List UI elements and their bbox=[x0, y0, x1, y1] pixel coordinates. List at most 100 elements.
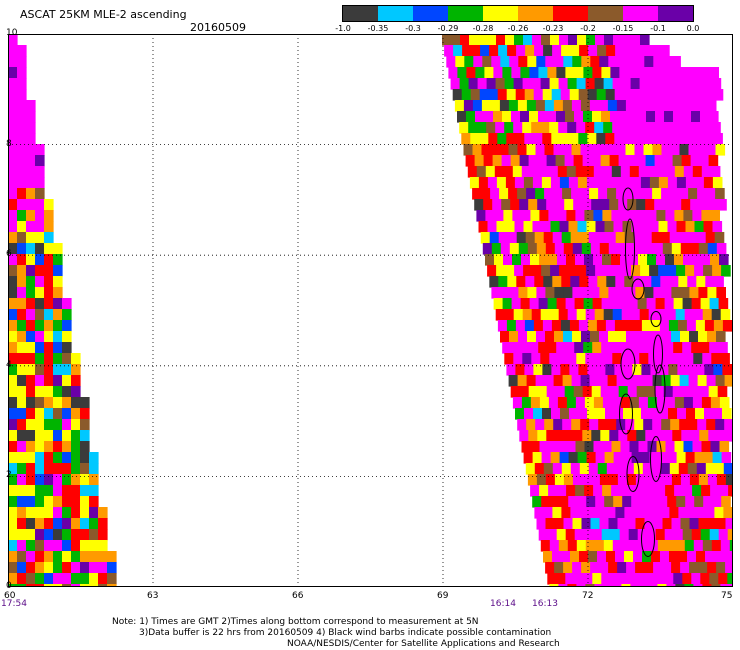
data-cell bbox=[35, 309, 45, 321]
data-cell bbox=[722, 320, 733, 332]
data-cell bbox=[558, 540, 569, 552]
data-cell bbox=[582, 386, 593, 398]
data-cell bbox=[611, 441, 622, 453]
data-cell bbox=[691, 529, 702, 541]
data-cell bbox=[598, 100, 609, 112]
data-cell bbox=[603, 309, 614, 321]
data-cell bbox=[17, 144, 27, 156]
data-cell bbox=[677, 89, 688, 101]
data-cell bbox=[487, 265, 497, 277]
data-cell bbox=[531, 309, 542, 321]
data-cell bbox=[689, 287, 699, 299]
data-cell bbox=[26, 485, 36, 497]
data-cell bbox=[635, 518, 646, 530]
data-cell bbox=[644, 562, 654, 574]
data-cell bbox=[632, 133, 642, 145]
data-cell bbox=[508, 100, 519, 112]
data-cell bbox=[529, 342, 539, 354]
data-cell bbox=[624, 551, 634, 563]
time-label: 16:13 bbox=[532, 599, 558, 609]
data-cell bbox=[564, 155, 575, 167]
data-cell bbox=[563, 243, 574, 255]
time-label: 17:54 bbox=[1, 599, 27, 609]
data-cell bbox=[677, 133, 687, 145]
data-cell bbox=[474, 199, 484, 211]
data-cell bbox=[679, 188, 689, 200]
data-cell bbox=[664, 67, 674, 79]
data-cell bbox=[515, 89, 526, 101]
data-cell bbox=[705, 507, 715, 519]
data-cells bbox=[8, 34, 740, 596]
data-cell bbox=[538, 529, 549, 541]
data-cell bbox=[707, 562, 717, 574]
data-cell bbox=[35, 320, 45, 332]
data-cell bbox=[26, 529, 36, 541]
data-cell bbox=[26, 276, 36, 288]
data-cell bbox=[717, 199, 727, 211]
data-cell bbox=[622, 452, 633, 464]
data-cell bbox=[551, 89, 562, 101]
data-cell bbox=[62, 452, 72, 464]
data-cell bbox=[521, 441, 532, 453]
data-cell bbox=[533, 89, 544, 101]
data-cell bbox=[625, 188, 635, 200]
data-cell bbox=[644, 56, 654, 68]
data-cell bbox=[682, 67, 692, 79]
data-cell bbox=[53, 441, 63, 453]
data-cell bbox=[62, 364, 72, 376]
data-cell bbox=[8, 485, 18, 497]
data-cell bbox=[17, 287, 27, 299]
data-cell bbox=[536, 474, 547, 486]
data-cell bbox=[654, 155, 665, 167]
data-cell bbox=[508, 375, 519, 387]
data-cell bbox=[675, 78, 686, 90]
data-cell bbox=[698, 243, 709, 255]
data-cell bbox=[558, 353, 568, 365]
data-cell bbox=[26, 243, 36, 255]
data-cell bbox=[611, 166, 622, 178]
data-cell bbox=[44, 562, 54, 574]
data-cell bbox=[533, 320, 544, 332]
data-cell bbox=[684, 309, 695, 321]
data-cell bbox=[672, 199, 682, 211]
data-cell bbox=[498, 276, 508, 288]
data-cell bbox=[572, 474, 583, 486]
data-cell bbox=[485, 166, 496, 178]
data-cell bbox=[583, 298, 594, 310]
data-cell bbox=[653, 518, 664, 530]
data-cell bbox=[608, 518, 619, 530]
data-cell bbox=[689, 331, 699, 343]
data-cell bbox=[669, 463, 680, 475]
data-cell bbox=[606, 45, 616, 57]
data-cell bbox=[627, 386, 638, 398]
data-cell bbox=[610, 111, 620, 123]
data-cell bbox=[600, 430, 610, 442]
data-cell bbox=[617, 518, 628, 530]
data-cell bbox=[89, 507, 99, 519]
data-cell bbox=[556, 573, 566, 585]
data-cell bbox=[686, 320, 697, 332]
data-cell bbox=[44, 320, 54, 332]
data-cell bbox=[597, 507, 607, 519]
data-cell bbox=[569, 408, 579, 420]
data-cell bbox=[605, 133, 615, 145]
data-cell bbox=[44, 419, 54, 431]
data-cell bbox=[537, 430, 547, 442]
data-cell bbox=[502, 298, 513, 310]
data-cell bbox=[26, 232, 36, 244]
data-cell bbox=[681, 430, 691, 442]
data-cell bbox=[17, 485, 27, 497]
data-cell bbox=[704, 408, 714, 420]
data-cell bbox=[551, 408, 561, 420]
data-cell bbox=[688, 375, 699, 387]
data-cell bbox=[540, 78, 551, 90]
data-cell bbox=[648, 309, 659, 321]
data-cell bbox=[635, 474, 646, 486]
data-cell bbox=[623, 320, 634, 332]
data-cell bbox=[566, 254, 576, 266]
data-cell bbox=[697, 144, 708, 156]
data-cell bbox=[687, 551, 697, 563]
data-cell bbox=[716, 287, 726, 299]
data-cell bbox=[517, 188, 527, 200]
data-cell bbox=[575, 485, 585, 497]
